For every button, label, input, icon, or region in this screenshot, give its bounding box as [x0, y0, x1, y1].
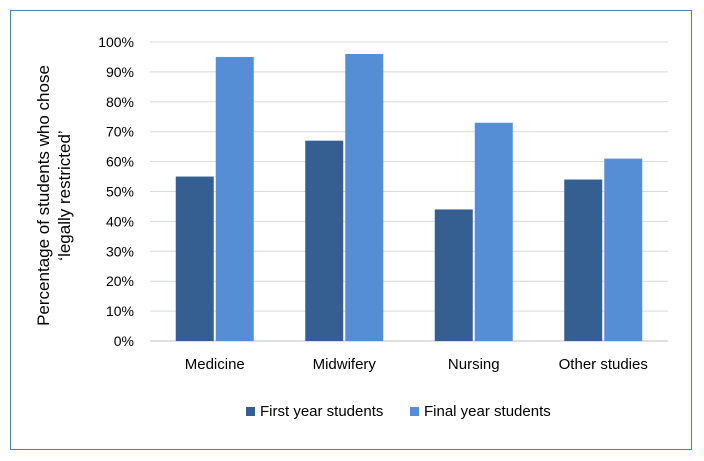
y-tick-label: 70% — [106, 124, 134, 140]
bar-final-year — [604, 158, 643, 341]
x-tick-label: Nursing — [448, 356, 500, 373]
y-tick-label: 100% — [98, 34, 134, 50]
bar-first-year — [564, 179, 603, 341]
y-tick-label: 60% — [106, 154, 134, 170]
bar-final-year — [215, 56, 254, 341]
legend-label: Final year students — [424, 403, 551, 420]
legend-swatch — [246, 407, 255, 416]
legend-swatch — [410, 407, 419, 416]
y-tick-label: 90% — [106, 64, 134, 80]
x-tick-label: Other studies — [559, 356, 648, 373]
legend: First year students Final year students — [246, 403, 551, 420]
y-tick-label: 80% — [106, 94, 134, 110]
bar-final-year — [345, 53, 384, 342]
bar-first-year — [434, 209, 473, 341]
bar-first-year — [305, 140, 344, 341]
bar-final-year — [474, 122, 513, 341]
y-axis-title-line: Percentage of students who chose — [34, 65, 53, 326]
y-tick-label: 50% — [106, 184, 134, 200]
bars — [175, 53, 643, 342]
legend-label: First year students — [260, 403, 383, 420]
bar-first-year — [175, 176, 214, 341]
y-tick-label: 0% — [114, 333, 134, 349]
y-axis-title: Percentage of students who chose ‘legally… — [34, 65, 74, 326]
y-tick-label: 30% — [106, 243, 134, 259]
y-tick-label: 10% — [106, 303, 134, 319]
y-axis-ticks: 0% 10% 20% 30% 40% 50% 60% 70% 80% 90% 100% — [98, 34, 134, 349]
y-tick-label: 20% — [106, 273, 134, 289]
y-axis-title-line: ‘legally restricted’ — [55, 130, 74, 260]
y-tick-label: 40% — [106, 213, 134, 229]
x-axis-ticks: Medicine Midwifery Nursing Other studies — [185, 356, 648, 373]
x-tick-label: Midwifery — [313, 356, 377, 373]
x-tick-label: Medicine — [185, 356, 245, 373]
